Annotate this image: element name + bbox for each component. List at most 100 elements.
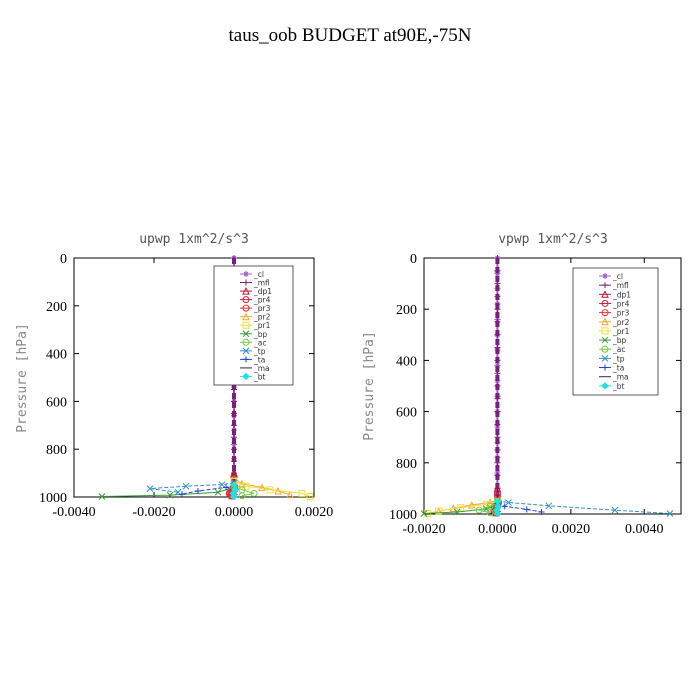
legend-marker-ac bbox=[242, 338, 250, 346]
x-tick-label: 0.0040 bbox=[625, 522, 664, 537]
series-point-pr1 bbox=[298, 489, 306, 497]
series-point-ac bbox=[250, 489, 258, 497]
series-point-mfl bbox=[494, 459, 501, 466]
legend-label-cl: _cl bbox=[612, 272, 623, 281]
legend-marker-ta bbox=[243, 356, 249, 363]
y-tick-label: 200 bbox=[46, 300, 67, 315]
legend-marker-dp1 bbox=[601, 290, 609, 298]
legend-marker-bt bbox=[601, 382, 609, 390]
series-point-mfl bbox=[494, 331, 501, 338]
series-point-ac bbox=[486, 509, 494, 517]
legend-marker-bp bbox=[242, 330, 250, 338]
legend-label-pr3: _pr3 bbox=[612, 309, 630, 318]
series-point-ac bbox=[238, 492, 246, 500]
y-tick-label: 1000 bbox=[39, 491, 67, 506]
x-tick-label: 0.0000 bbox=[478, 522, 517, 537]
legend-marker-pr1 bbox=[242, 321, 250, 329]
panel-title-upwp: upwp 1xm^2/s^3 bbox=[139, 232, 249, 247]
series-point-bp bbox=[453, 508, 461, 516]
legend-marker-cl bbox=[602, 273, 608, 279]
series-point-ta bbox=[223, 484, 229, 491]
legend-upwp: _cl_mfl_dp1_pr4_pr3_pr2_pr1_bp_ac_tp_ta_… bbox=[213, 265, 294, 386]
legend-marker-pr4 bbox=[601, 299, 609, 307]
legend-box bbox=[213, 265, 294, 386]
panel-upwp: upwp 1xm^2/s^3 Pressure [hPa] -0.0040 -0.… bbox=[15, 232, 333, 520]
series-point-bt bbox=[230, 492, 238, 501]
y-tick-label: 600 bbox=[396, 406, 417, 421]
series-point-pr1 bbox=[242, 482, 250, 490]
series-point-pr1 bbox=[457, 504, 465, 512]
series-point-mfl bbox=[494, 280, 501, 287]
legend-label-ma: _ma bbox=[612, 373, 629, 382]
legend-marker-pr2 bbox=[601, 317, 609, 326]
series-point-pr1 bbox=[306, 493, 314, 501]
series-line-pr2 bbox=[233, 477, 291, 496]
x-tick-label: 0.0000 bbox=[215, 505, 254, 520]
legend-marker-cl bbox=[243, 271, 249, 277]
legend-label-ma: _ma bbox=[253, 364, 270, 373]
series-point-ac bbox=[475, 506, 483, 514]
series-point-pr2 bbox=[286, 490, 294, 499]
series-point-mfl bbox=[494, 447, 501, 453]
series-point-mfl bbox=[494, 267, 501, 274]
series-line-ta bbox=[497, 503, 542, 513]
x-tick-label: -0.0040 bbox=[52, 505, 95, 520]
series-point-tp bbox=[611, 506, 619, 514]
series-point-bp bbox=[166, 491, 174, 499]
y-ticks-upwp: 0 200 400 600 800 1000 bbox=[39, 252, 314, 506]
series-point-pr2 bbox=[258, 483, 266, 491]
series-point-mfl bbox=[231, 446, 237, 453]
series-point-pr2 bbox=[467, 500, 476, 509]
series-point-mfl bbox=[231, 458, 237, 465]
y-axis-label-upwp: Pressure [hPa] bbox=[15, 323, 30, 433]
legend-label-pr3: _pr3 bbox=[253, 304, 271, 313]
series-point-cl bbox=[494, 362, 501, 369]
series-point-mfl bbox=[231, 398, 237, 405]
y-tick-label: 0 bbox=[60, 252, 67, 267]
legend-label-dp1: _dp1 bbox=[253, 287, 272, 296]
y-tick-label: 400 bbox=[396, 354, 417, 369]
legend-marker-mfl bbox=[602, 282, 608, 289]
series-point-bp bbox=[420, 510, 428, 517]
x-tick-label: 0.0020 bbox=[552, 522, 591, 537]
series-group-upwp bbox=[98, 255, 314, 501]
series-point-ta bbox=[195, 488, 201, 495]
series-line-ac bbox=[233, 485, 255, 497]
series-point-mfl bbox=[494, 306, 501, 313]
series-point-tp bbox=[218, 481, 226, 488]
legend-marker-pr1 bbox=[601, 327, 609, 335]
series-point-mfl bbox=[494, 357, 501, 364]
x-tick-label: -0.0020 bbox=[402, 522, 445, 537]
series-point-mfl bbox=[231, 255, 237, 261]
legend-marker-mfl bbox=[243, 279, 249, 286]
x-ticks-upwp: -0.0040 -0.0020 0.0000 0.0020 bbox=[52, 258, 333, 520]
x-ticks-vpwp: -0.0020 0.0000 0.0020 0.0040 bbox=[402, 258, 664, 537]
series-point-mfl bbox=[494, 255, 501, 261]
legend-marker-ac bbox=[601, 345, 609, 353]
series-point-mfl bbox=[494, 472, 501, 479]
series-point-tp bbox=[182, 482, 190, 490]
legend-label-mfl: _mfl bbox=[253, 279, 270, 288]
series-point-tp bbox=[545, 502, 553, 510]
legend-label-ac: _ac bbox=[253, 338, 266, 347]
series-point-mfl bbox=[494, 370, 501, 377]
x-tick-label: -0.0020 bbox=[132, 505, 175, 520]
series-point-mfl bbox=[494, 395, 501, 402]
legend-label-ta: _ta bbox=[612, 364, 624, 373]
legend-label-pr2: _pr2 bbox=[612, 318, 630, 327]
series-point-ta bbox=[523, 506, 530, 513]
legend-label-mfl: _mfl bbox=[612, 281, 629, 290]
y-tick-label: 800 bbox=[46, 443, 67, 458]
series-point-mfl bbox=[494, 344, 501, 351]
legend-marker-dp1 bbox=[242, 286, 250, 295]
series-point-tp bbox=[505, 499, 512, 506]
y-tick-label: 1000 bbox=[389, 508, 417, 523]
y-tick-label: 400 bbox=[46, 348, 67, 363]
y-tick-label: 800 bbox=[396, 457, 417, 472]
legend-marker-pr4 bbox=[242, 296, 250, 304]
legend-marker-bt bbox=[242, 372, 250, 381]
series-point-mfl bbox=[231, 434, 237, 441]
legend-marker-pr3 bbox=[601, 309, 609, 317]
y-tick-label: 200 bbox=[396, 303, 417, 318]
panel-title-vpwp: vpwp 1xm^2/s^3 bbox=[498, 232, 608, 247]
